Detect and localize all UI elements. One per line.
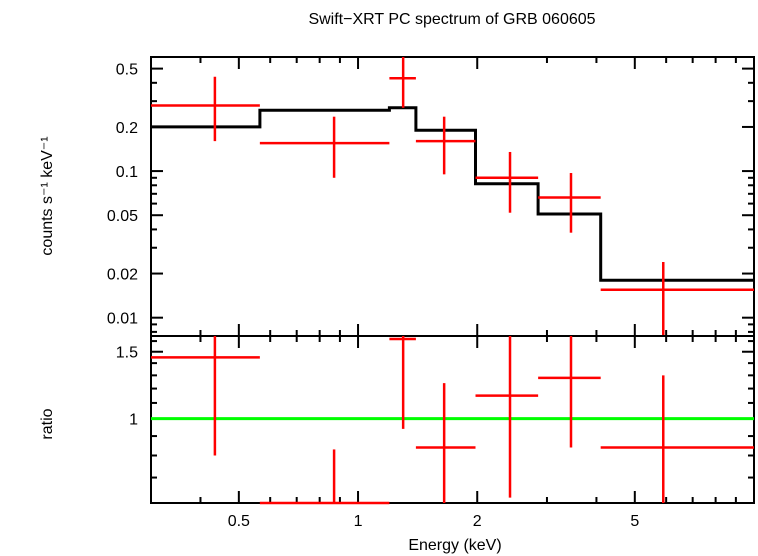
- x-tick-label: 0.5: [228, 513, 250, 530]
- model-step-line: [151, 106, 754, 282]
- spectrum-y-tick-label: 0.02: [107, 267, 138, 284]
- spectrum-panel: 0.5 0.2 0.1 0.05 0.02 0.01 counts s⁻¹ keV⁻¹: [39, 56, 755, 337]
- ratio-data-point: [389, 336, 416, 429]
- ratio-panel: 1.51 ratio: [39, 335, 755, 505]
- spectrum-y-tick-label: 0.05: [107, 208, 138, 225]
- spectrum-data-point: [415, 116, 476, 175]
- spectrum-y-tick-label: 0.1: [116, 164, 138, 181]
- x-tick-label: 1: [354, 513, 363, 530]
- chart-title: Swift−XRT PC spectrum of GRB 060605: [308, 11, 595, 28]
- ratio-data-point: [600, 375, 754, 503]
- x-tick-labels: 0.5 1 2 5: [228, 513, 640, 530]
- ratio-data-point: [538, 336, 601, 448]
- spectrum-data-point: [538, 173, 601, 233]
- spectrum-data-point: [259, 116, 390, 178]
- x-tick-label: 5: [630, 513, 639, 530]
- spectrum-data-point: [600, 261, 754, 336]
- ratio-data-point: [151, 336, 260, 456]
- spectrum-data-point: [475, 151, 539, 213]
- spectrum-y-tick-label: 0.2: [116, 120, 138, 137]
- spectrum-y-axis-label: counts s⁻¹ keV⁻¹: [39, 136, 56, 255]
- model-curve: [151, 106, 754, 282]
- spectrum-data-points: [151, 57, 754, 336]
- ratio-data-point: [415, 383, 476, 503]
- spectrum-y-tick-label: 0.5: [116, 62, 138, 79]
- spectrum-y-tick-labels: 0.5 0.2 0.1 0.05 0.02 0.01: [107, 62, 138, 328]
- ratio-data-point: [259, 449, 390, 505]
- ratio-data-points: [151, 336, 754, 505]
- ratio-y-tick-label: 1: [129, 412, 138, 429]
- ratio-data-point: [475, 336, 539, 498]
- spectrum-data-point: [151, 76, 260, 142]
- ratio-y-tick-labels: 1.51: [116, 345, 138, 429]
- ratio-y-tick-label: 1.5: [116, 345, 138, 362]
- x-axis-label: Energy (keV): [408, 537, 501, 554]
- x-tick-label: 2: [473, 513, 482, 530]
- spectrum-y-tick-label: 0.01: [107, 311, 138, 328]
- spectrum-data-point: [389, 57, 416, 108]
- ratio-y-axis-label: ratio: [39, 408, 56, 439]
